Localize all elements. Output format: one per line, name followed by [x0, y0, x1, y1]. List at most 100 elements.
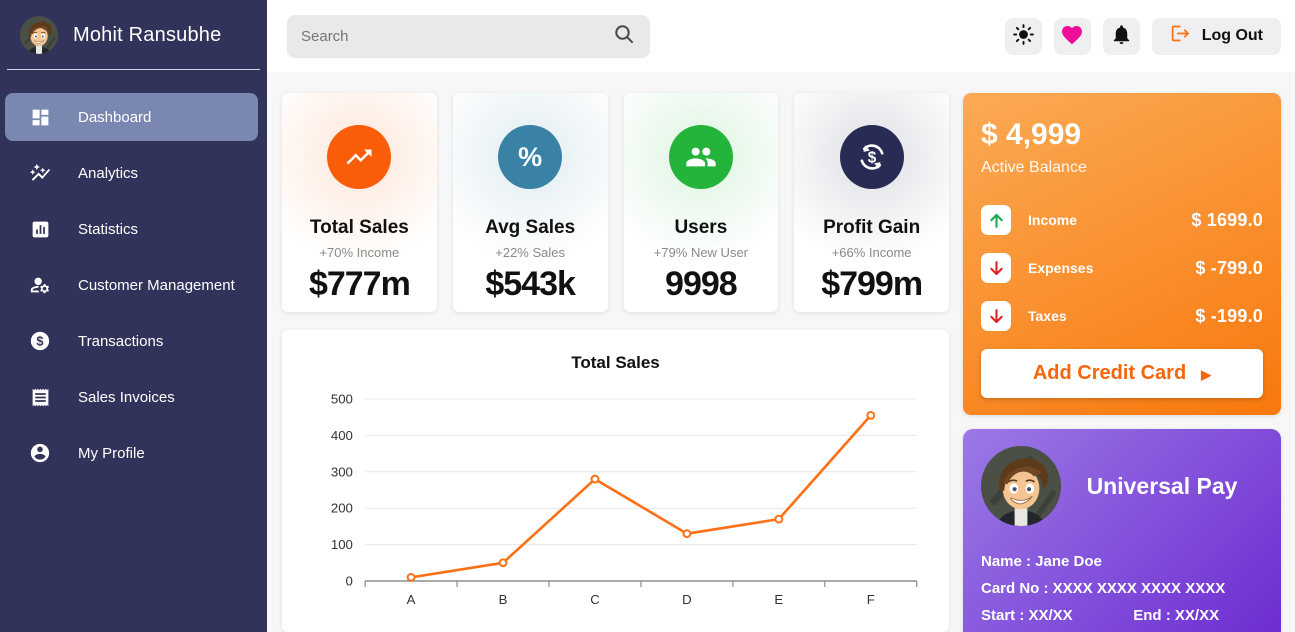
logout-button[interactable]: Log Out: [1151, 17, 1281, 55]
statistics-icon: [28, 217, 52, 241]
sidebar-item-label: Dashboard: [78, 108, 152, 126]
stat-card-profit-gain: $ Profit Gain +66% Income $799m: [794, 93, 949, 312]
add-credit-card-label: Add Credit Card: [1032, 362, 1187, 384]
svg-text:100: 100: [331, 537, 353, 552]
sidebar-item-analytics[interactable]: Analytics: [5, 149, 258, 197]
balance-row-value: $ 1699.0: [1191, 209, 1263, 230]
my-profile-icon: [28, 441, 52, 465]
bell-icon: [1110, 23, 1133, 49]
stat-subtitle: +79% New User: [653, 245, 749, 260]
arrow-up-icon: [981, 205, 1011, 235]
universal-pay-card: Universal Pay Name : Jane Doe Card No : …: [963, 429, 1281, 632]
balance-row-expenses: Expenses $ -799.0: [981, 253, 1263, 283]
sidebar-divider: [7, 69, 260, 70]
favorites-button[interactable]: [1053, 17, 1091, 55]
svg-text:$: $: [36, 334, 43, 349]
balance-amount: $ 4,999: [981, 118, 1082, 151]
svg-text:300: 300: [331, 464, 353, 479]
stat-value: $543k: [485, 265, 576, 303]
search-input[interactable]: [301, 27, 612, 45]
logout-icon: [1170, 23, 1191, 49]
add-credit-card-button[interactable]: Add Credit Card ▶: [981, 349, 1263, 398]
total-sales-chart-card: Total Sales 0 100 200 300 400 500 A B C D E F: [282, 330, 949, 632]
sidebar-item-sales-invoices[interactable]: Sales Invoices: [5, 373, 258, 421]
sidebar-item-label: My Profile: [78, 444, 145, 462]
svg-text:A: A: [407, 592, 416, 607]
svg-text:E: E: [774, 592, 783, 607]
transactions-icon: $: [28, 329, 52, 353]
sidebar-nav: Dashboard Analytics Statistics Customer …: [0, 70, 267, 477]
percent-icon: %: [498, 125, 563, 189]
trending-up-icon: [327, 125, 392, 189]
balance-row-income: Income $ 1699.0: [981, 205, 1263, 235]
play-arrow-icon: ▶: [1201, 367, 1212, 382]
sidebar-item-label: Analytics: [78, 164, 139, 182]
chart-title: Total Sales: [571, 353, 660, 372]
main-area: Log Out Total Sales +70% Income $777m: [267, 0, 1295, 632]
stat-title: Total Sales: [309, 217, 409, 238]
cardholder-avatar: [981, 446, 1061, 526]
sidebar-item-dashboard[interactable]: Dashboard: [5, 93, 258, 141]
theme-brightness-button[interactable]: [1004, 17, 1042, 55]
customer-management-icon: [28, 273, 52, 297]
search-icon: [612, 22, 636, 51]
sidebar-item-label: Sales Invoices: [78, 388, 175, 406]
currency-sync-icon: $: [839, 125, 904, 189]
balance-row-taxes: Taxes $ -199.0: [981, 301, 1263, 331]
balance-row-label: Income: [1028, 212, 1078, 228]
sales-invoices-icon: [28, 385, 52, 409]
sidebar-item-customer-management[interactable]: Customer Management: [5, 261, 258, 309]
svg-text:D: D: [682, 592, 692, 607]
percent-glyph: %: [518, 141, 543, 172]
balance-label: Active Balance: [981, 159, 1087, 176]
stat-subtitle: +22% Sales: [495, 245, 565, 260]
card-number: Card No : XXXX XXXX XXXX XXXX: [981, 580, 1226, 597]
avatar-illustration: [20, 16, 58, 54]
balance-row-value: $ -199.0: [1195, 305, 1263, 326]
user-avatar: [20, 16, 58, 54]
svg-text:C: C: [590, 592, 600, 607]
stat-subtitle: +66% Income: [831, 245, 912, 260]
pay-card-title: Universal Pay: [1086, 472, 1238, 499]
card-end-date: End : XX/XX: [1133, 607, 1220, 624]
arrow-down-icon: [981, 253, 1011, 283]
sidebar-item-label: Transactions: [78, 332, 164, 350]
chart-canvas: 0 100 200 300 400 500 A B C D E F: [300, 389, 931, 617]
svg-text:400: 400: [331, 428, 353, 443]
stat-card-avg-sales: % Avg Sales +22% Sales $543k: [452, 93, 608, 312]
logout-label: Log Out: [1201, 27, 1263, 44]
sidebar: Mohit Ransubhe Dashboard Analytics S: [0, 0, 267, 632]
pay-card-details: Name : Jane Doe Card No : XXXX XXXX XXXX…: [981, 553, 1263, 624]
stat-title: Avg Sales: [485, 217, 576, 238]
stat-title: Profit Gain: [823, 217, 921, 238]
stat-card-users: Users +79% New User 9998: [623, 93, 779, 312]
sidebar-item-label: Statistics: [78, 220, 139, 238]
svg-text:500: 500: [331, 392, 353, 407]
stat-card-total-sales: Total Sales +70% Income $777m: [282, 93, 437, 312]
svg-text:$: $: [867, 150, 876, 167]
content-right: $ 4,999 Active Balance Income $ 1699.0: [963, 93, 1281, 632]
arrow-down-icon: [981, 301, 1011, 331]
sidebar-item-transactions[interactable]: $ Transactions: [5, 317, 258, 365]
search-box: [287, 14, 650, 58]
balance-row-label: Taxes: [1028, 308, 1067, 324]
topbar-actions: Log Out: [1004, 17, 1281, 55]
avatar-illustration: [981, 446, 1061, 526]
stat-title: Users: [674, 217, 728, 238]
notifications-button[interactable]: [1102, 17, 1140, 55]
cardholder-name: Name : Jane Doe: [981, 553, 1102, 570]
svg-text:200: 200: [331, 501, 353, 516]
sidebar-item-label: Customer Management: [78, 276, 235, 294]
sidebar-item-statistics[interactable]: Statistics: [5, 205, 258, 253]
sidebar-item-my-profile[interactable]: My Profile: [5, 429, 258, 477]
topbar: Log Out: [267, 0, 1295, 72]
stat-value: 9998: [665, 265, 738, 303]
card-dates: Start : XX/XX End : XX/XX: [981, 607, 1263, 624]
brightness-sun-icon: [1012, 23, 1035, 49]
active-balance-card: $ 4,999 Active Balance Income $ 1699.0: [963, 93, 1281, 415]
heart-icon: [1060, 23, 1084, 50]
svg-text:0: 0: [346, 574, 353, 589]
stat-cards: Total Sales +70% Income $777m % Avg Sale…: [282, 93, 949, 312]
stat-value: $799m: [821, 265, 923, 303]
